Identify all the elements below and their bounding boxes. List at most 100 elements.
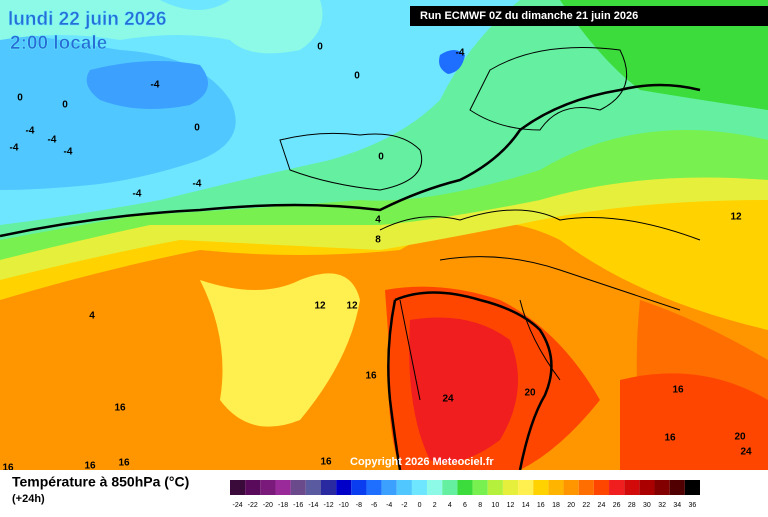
contour-label: 16 (118, 458, 130, 469)
color-swatch (290, 480, 306, 495)
scale-label: -4 (386, 502, 392, 509)
scale-label: -18 (278, 502, 288, 509)
contour-label: 12 (730, 212, 742, 223)
scale-label: 10 (491, 502, 499, 509)
legend-title: Température à 850hPa (°C) (12, 474, 189, 490)
contour-label: 12 (346, 301, 358, 312)
scale-label: -20 (263, 502, 273, 509)
contour-label: 0 (354, 71, 360, 82)
scale-label: -14 (308, 502, 318, 509)
run-box (410, 6, 768, 26)
color-swatch (366, 480, 382, 495)
scale-label: -16 (293, 502, 303, 509)
scale-label: -2 (401, 502, 407, 509)
contour-label: 16 (114, 403, 126, 414)
color-swatch (593, 480, 610, 495)
color-swatch (578, 480, 594, 495)
map-date: lundi 22 juin 2026 (8, 9, 166, 30)
color-swatch (275, 480, 291, 495)
scale-label: 4 (448, 502, 452, 509)
contour-label: 8 (375, 235, 381, 246)
color-swatch (336, 480, 352, 495)
contour-label: 4 (375, 215, 381, 226)
color-swatch (487, 480, 503, 495)
color-swatch (563, 480, 579, 495)
color-swatch (260, 480, 276, 495)
contour-label: 20 (734, 432, 746, 443)
color-swatch (624, 480, 640, 495)
contour-label: -4 (10, 143, 19, 154)
scale-label: -22 (248, 502, 258, 509)
color-swatch (245, 480, 261, 495)
color-swatch (502, 480, 519, 495)
color-swatch (533, 480, 549, 495)
contour-label: 4 (89, 311, 95, 322)
color-swatch (609, 480, 625, 495)
scale-label: -6 (371, 502, 377, 509)
scale-label: -24 (233, 502, 243, 509)
contour-label: 24 (442, 394, 454, 405)
color-swatch (472, 480, 488, 495)
scale-label: 28 (628, 502, 636, 509)
scale-label: 36 (689, 502, 697, 509)
contour-label: 0 (378, 152, 384, 163)
contour-label: -4 (48, 135, 57, 146)
scale-label: -12 (323, 502, 333, 509)
color-swatch (548, 480, 564, 495)
color-swatch (639, 480, 655, 495)
contour-label: 0 (317, 42, 323, 53)
color-swatch (518, 480, 534, 495)
color-swatch (457, 480, 473, 495)
color-swatch (411, 480, 428, 495)
scale-label: 14 (522, 502, 530, 509)
color-swatch (305, 480, 321, 495)
contour-label: 0 (194, 123, 200, 134)
color-swatch (381, 480, 397, 495)
color-swatch (442, 480, 458, 495)
scale-label: 2 (433, 502, 437, 509)
scale-label: 32 (658, 502, 666, 509)
scale-label: 8 (478, 502, 482, 509)
contour-label: 16 (664, 433, 676, 444)
contour-label: -4 (26, 126, 35, 137)
color-swatch (654, 480, 670, 495)
scale-label: 0 (418, 502, 422, 509)
scale-label: -8 (356, 502, 362, 509)
contour-label: -4 (151, 80, 160, 91)
contour-label: -4 (456, 48, 465, 59)
contour-label: -4 (133, 189, 142, 200)
scale-label: 16 (537, 502, 545, 509)
scale-label: 24 (598, 502, 606, 509)
contour-label: 0 (62, 100, 68, 111)
color-swatch (230, 480, 246, 495)
contour-label: 16 (2, 463, 14, 474)
scale-label: 22 (582, 502, 590, 509)
scale-label: 12 (507, 502, 515, 509)
scale-label: 26 (613, 502, 621, 509)
contour-label: 16 (320, 457, 332, 468)
scale-label: -10 (339, 502, 349, 509)
scale-label: 30 (643, 502, 651, 509)
contour-label: 0 (17, 93, 23, 104)
color-swatch (396, 480, 412, 495)
color-swatch (684, 480, 700, 495)
scale-label: 18 (552, 502, 560, 509)
contour-label: 16 (84, 461, 96, 472)
color-swatch (351, 480, 367, 495)
scale-label: 6 (463, 502, 467, 509)
map-background (0, 0, 768, 471)
legend-lead: (+24h) (12, 493, 45, 505)
contour-label: -4 (193, 179, 202, 190)
contour-label: 16 (365, 371, 377, 382)
map-time: 2:00 locale (10, 33, 107, 54)
contour-label: 12 (314, 301, 326, 312)
run-info: Run ECMWF 0Z du dimanche 21 juin 2026 (420, 10, 638, 22)
color-swatch (320, 480, 337, 495)
copyright: Copyright 2026 Meteociel.fr (350, 456, 494, 468)
contour-label: -4 (64, 147, 73, 158)
scale-label: 34 (673, 502, 681, 509)
color-swatch (669, 480, 685, 495)
color-swatch (427, 480, 443, 495)
contour-label: 20 (524, 388, 536, 399)
